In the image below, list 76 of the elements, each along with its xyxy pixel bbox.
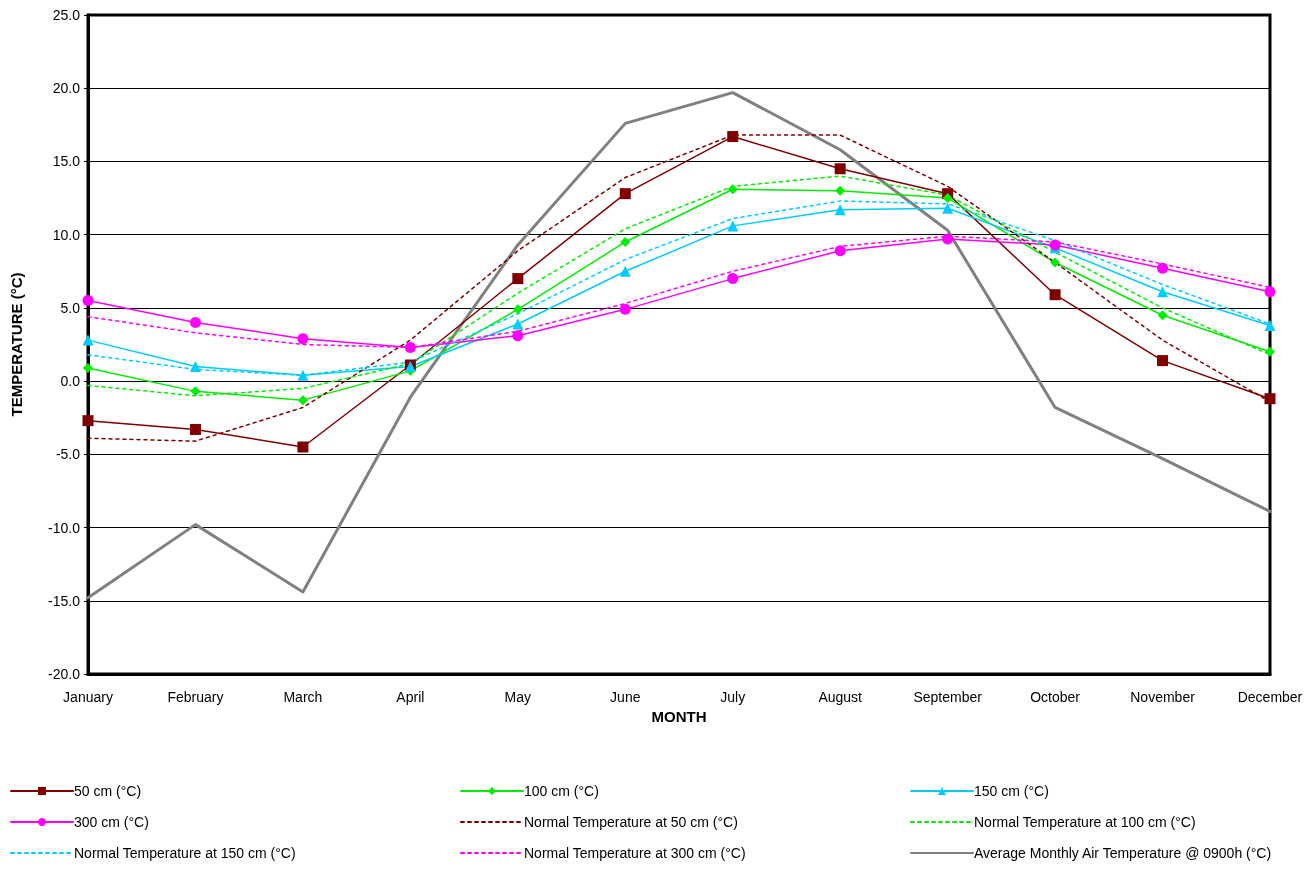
point xyxy=(512,273,524,285)
y-tick-label: 0.0 xyxy=(60,373,81,390)
y-axis-title: TEMPERATURE (°C) xyxy=(8,272,25,417)
point xyxy=(619,303,631,315)
point xyxy=(1157,355,1169,367)
point xyxy=(727,220,739,232)
x-tick-label: July xyxy=(720,689,746,705)
legend-label: 100 cm (°C) xyxy=(524,783,599,799)
x-tick-label: December xyxy=(1237,689,1303,705)
point xyxy=(834,163,846,175)
point xyxy=(297,333,309,345)
point xyxy=(1264,319,1276,331)
point xyxy=(942,202,954,214)
point xyxy=(1049,289,1061,301)
point xyxy=(620,236,631,247)
legend-label: Average Monthly Air Temperature @ 0900h (°C) xyxy=(974,845,1272,861)
point xyxy=(512,304,523,315)
point xyxy=(297,369,309,381)
legend-label: Normal Temperature at 50 cm (°C) xyxy=(524,814,738,830)
y-tick-label: -20.0 xyxy=(48,666,81,682)
legend-label: 50 cm (°C) xyxy=(74,783,142,799)
point xyxy=(83,362,93,373)
point xyxy=(82,334,94,346)
point xyxy=(1050,257,1061,268)
point xyxy=(727,131,739,143)
point xyxy=(619,265,631,277)
point xyxy=(512,330,524,342)
x-tick-label: September xyxy=(913,689,983,705)
x-tick-label: June xyxy=(610,689,641,705)
point xyxy=(297,395,308,406)
legend-label: Normal Temperature at 150 cm (°C) xyxy=(74,845,296,861)
point xyxy=(942,193,953,204)
x-tick-label: August xyxy=(818,689,863,705)
point xyxy=(82,295,94,307)
x-tick-label: April xyxy=(396,689,425,705)
y-tick-label: 10.0 xyxy=(52,226,81,243)
x-axis-title: MONTH xyxy=(651,707,707,725)
x-tick-label: February xyxy=(167,689,224,705)
legend-label: 150 cm (°C) xyxy=(974,783,1049,799)
point xyxy=(1264,393,1276,405)
point xyxy=(834,245,846,257)
point xyxy=(189,360,201,372)
point xyxy=(189,317,201,329)
line-series xyxy=(86,91,1272,600)
point xyxy=(190,386,201,397)
point xyxy=(619,188,631,200)
x-tick-label: November xyxy=(1130,689,1196,705)
point xyxy=(942,233,954,245)
point xyxy=(727,184,738,195)
point xyxy=(189,423,201,435)
point xyxy=(835,185,846,196)
y-tick-label: 15.0 xyxy=(52,153,81,170)
y-tick-label: -10.0 xyxy=(48,519,81,536)
y-tick-label: 20.0 xyxy=(52,80,81,97)
point xyxy=(834,204,846,216)
y-tick-label: 5.0 xyxy=(60,299,81,316)
legend-label: 300 cm (°C) xyxy=(74,814,149,830)
x-tick-label: January xyxy=(63,689,113,705)
point xyxy=(1265,346,1275,357)
point xyxy=(1157,286,1169,298)
point xyxy=(1264,286,1276,298)
point xyxy=(82,415,94,427)
legend-label: Normal Temperature at 300 cm (°C) xyxy=(524,845,746,861)
y-tick-label: 25.0 xyxy=(52,7,81,23)
x-tick-label: October xyxy=(1030,689,1081,705)
point xyxy=(297,441,309,453)
point xyxy=(512,318,524,330)
point xyxy=(727,273,739,285)
legend-label: Normal Temperature at 100 cm (°C) xyxy=(974,814,1196,830)
y-tick-label: -15.0 xyxy=(48,592,81,609)
point xyxy=(404,341,416,353)
x-tick-label: May xyxy=(504,689,532,705)
point xyxy=(1157,310,1168,321)
point xyxy=(1157,262,1169,274)
x-tick-label: March xyxy=(283,689,323,705)
y-tick-label: -5.0 xyxy=(55,446,81,463)
